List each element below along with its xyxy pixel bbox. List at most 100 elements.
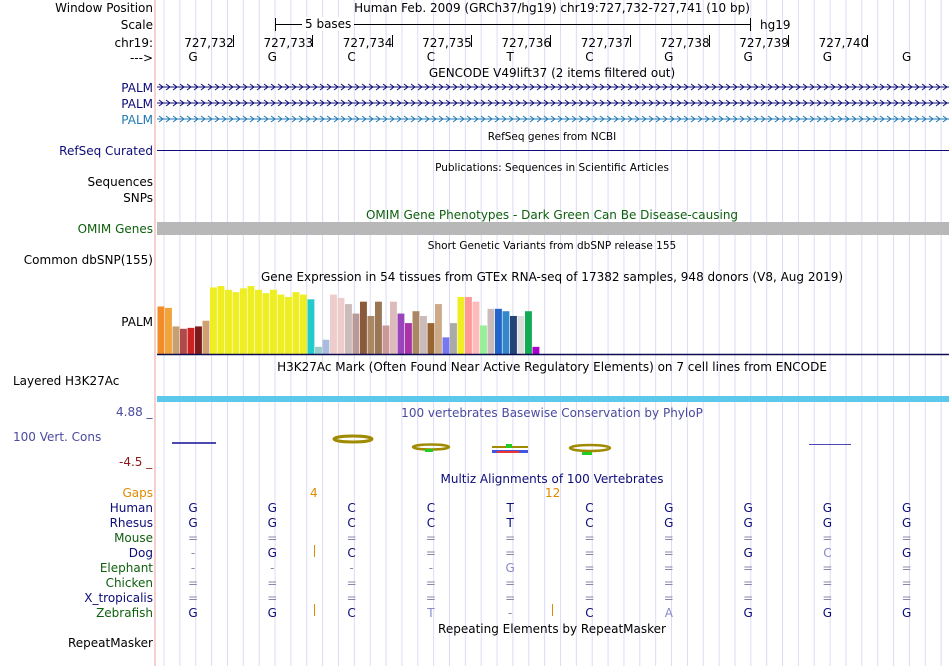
gtex-bar[interactable] <box>232 292 240 354</box>
repeatmasker-label[interactable]: RepeatMasker <box>67 636 153 650</box>
species-label[interactable]: Dog <box>128 546 153 560</box>
strand-chevron <box>739 99 745 107</box>
gtex-bar[interactable] <box>247 286 255 354</box>
gtex-bar[interactable] <box>517 315 525 354</box>
cons-graph[interactable] <box>157 430 949 460</box>
strand-chevron <box>942 115 948 123</box>
gtex-bar[interactable] <box>202 320 210 354</box>
refseq-gene-line[interactable] <box>157 150 949 151</box>
gtex-bar[interactable] <box>315 346 322 354</box>
gtex-bar[interactable] <box>322 339 330 354</box>
gtex-bar[interactable] <box>420 315 427 354</box>
gtex-bar[interactable] <box>360 301 367 354</box>
gtex-bar[interactable] <box>210 287 217 354</box>
gtex-bar[interactable] <box>405 323 412 354</box>
gtex-bar[interactable] <box>277 294 285 354</box>
alignment-base: = <box>663 546 674 560</box>
species-label[interactable]: Mouse <box>114 531 153 545</box>
alignment-base: C <box>823 546 832 560</box>
gtex-bar[interactable] <box>187 327 195 354</box>
strand-chevron <box>459 99 465 107</box>
gtex-bar[interactable] <box>390 301 397 354</box>
gtex-bar[interactable] <box>532 346 540 354</box>
omim-phenotype-bar[interactable] <box>157 222 949 235</box>
gtex-bar[interactable] <box>180 328 187 354</box>
gtex-bar[interactable] <box>195 326 202 354</box>
gtex-label[interactable]: PALM <box>121 315 153 329</box>
species-label[interactable]: X_tropicalis <box>84 591 153 605</box>
gencode-item-1[interactable]: PALM <box>121 81 153 95</box>
position-tick <box>470 35 472 47</box>
alignment-base: G <box>505 561 515 575</box>
gtex-bar[interactable] <box>525 311 532 354</box>
gtex-bar[interactable] <box>255 289 262 354</box>
gtex-bar[interactable] <box>450 323 457 354</box>
species-label[interactable]: Zebrafish <box>96 606 153 620</box>
strand-chevron <box>298 99 304 107</box>
gtex-bar-chart[interactable] <box>157 284 949 358</box>
gtex-bar[interactable] <box>480 325 487 354</box>
dbsnp-label[interactable]: Common dbSNP(155) <box>23 253 153 267</box>
gencode-item-3[interactable]: PALM <box>121 113 153 127</box>
gtex-bar[interactable] <box>502 311 510 354</box>
species-label[interactable]: Chicken <box>105 576 153 590</box>
gtex-bar[interactable] <box>465 296 472 354</box>
species-label[interactable]: Human <box>109 501 153 515</box>
gtex-bar[interactable] <box>367 315 375 354</box>
gtex-bar[interactable] <box>345 304 352 354</box>
alignment-base: = <box>822 591 833 605</box>
refseq-label[interactable]: RefSeq Curated <box>59 144 153 158</box>
gtex-bar[interactable] <box>427 323 435 354</box>
gtex-bar[interactable] <box>375 301 382 354</box>
gencode-transcript-1[interactable] <box>157 83 949 91</box>
h3k27ac-label[interactable]: Layered H3K27Ac <box>13 374 120 388</box>
gtex-bar[interactable] <box>292 292 300 354</box>
h3k27ac-signal[interactable] <box>157 396 949 402</box>
gtex-bar[interactable] <box>330 294 337 354</box>
gtex-bar[interactable] <box>397 313 405 354</box>
strand-chevron <box>732 99 738 107</box>
species-label[interactable]: Rhesus <box>109 516 153 530</box>
omim-label[interactable]: OMIM Genes <box>77 222 153 236</box>
gtex-bar[interactable] <box>270 289 277 354</box>
gtex-bar[interactable] <box>157 306 165 354</box>
gtex-bar[interactable] <box>472 301 480 354</box>
strand-chevron <box>235 83 241 91</box>
position-label: 727,739 <box>739 36 789 50</box>
species-label[interactable]: Elephant <box>99 561 153 575</box>
gtex-bar[interactable] <box>412 311 420 354</box>
gencode-item-2[interactable]: PALM <box>121 97 153 111</box>
gtex-bar[interactable] <box>262 293 270 354</box>
gtex-bar[interactable] <box>435 304 442 354</box>
insertion-mark <box>314 545 315 557</box>
gtex-bar[interactable] <box>510 315 517 354</box>
gtex-bar[interactable] <box>352 313 360 354</box>
gtex-bar[interactable] <box>172 326 180 354</box>
gtex-bar[interactable] <box>300 294 307 354</box>
alignment-base: C <box>347 606 356 620</box>
gtex-bar[interactable] <box>217 286 225 354</box>
strand-chevron <box>760 83 766 91</box>
gtex-bar[interactable] <box>285 296 292 354</box>
strand-chevron <box>193 99 199 107</box>
gtex-bar[interactable] <box>457 296 465 354</box>
gaps-label[interactable]: Gaps <box>122 486 153 500</box>
gtex-bar[interactable] <box>307 299 315 354</box>
strand-chevron <box>886 83 892 91</box>
snps-label[interactable]: SNPs <box>123 191 153 205</box>
gtex-bar[interactable] <box>165 307 172 354</box>
gtex-bar[interactable] <box>225 289 232 354</box>
gencode-transcript-3[interactable] <box>157 115 949 123</box>
gtex-bar[interactable] <box>442 337 450 354</box>
sequences-label[interactable]: Sequences <box>87 175 153 189</box>
cons-mark <box>411 443 451 451</box>
strand-chevron <box>865 83 871 91</box>
gtex-bar[interactable] <box>337 297 345 354</box>
gtex-bar[interactable] <box>487 308 495 354</box>
gencode-transcript-2[interactable] <box>157 99 949 107</box>
gtex-bar[interactable] <box>495 308 502 354</box>
gtex-bar[interactable] <box>240 288 247 354</box>
cons-label[interactable]: 100 Vert. Cons <box>13 430 102 444</box>
alignment-base: = <box>505 531 516 545</box>
gtex-bar[interactable] <box>382 325 390 354</box>
